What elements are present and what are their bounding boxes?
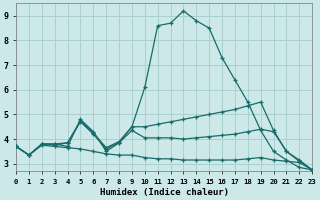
X-axis label: Humidex (Indice chaleur): Humidex (Indice chaleur) bbox=[100, 188, 228, 197]
